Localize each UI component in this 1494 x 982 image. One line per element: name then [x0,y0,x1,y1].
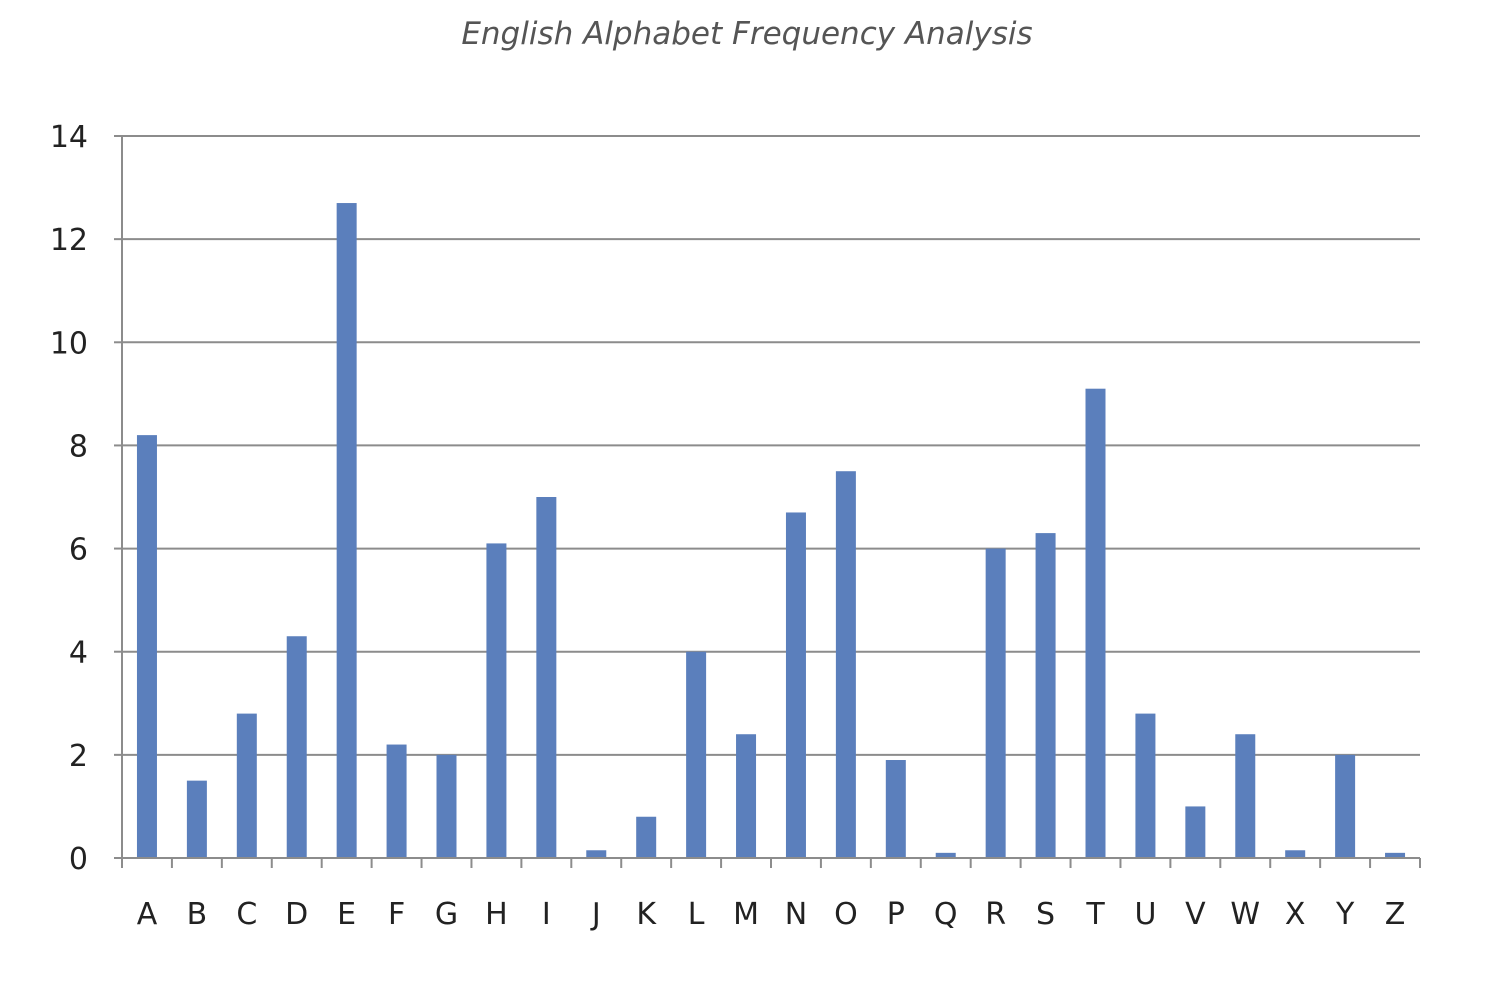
y-tick-label: 6 [69,533,88,568]
x-tick-label: M [733,897,759,932]
bar-G [436,754,457,858]
bar-A [136,435,157,858]
bar-I [536,497,557,858]
bar-J [586,850,607,858]
x-tick-label: S [1036,897,1055,932]
y-tick-label: 10 [50,326,88,361]
x-tick-label: T [1085,897,1105,932]
bar-D [286,636,307,858]
x-tick-label: W [1230,897,1260,932]
x-tick-label: Q [934,897,958,932]
bar-H [486,543,507,858]
x-tick-label: U [1134,897,1156,932]
bar-W [1235,734,1256,858]
bar-O [835,471,856,858]
bar-S [1035,533,1056,858]
x-tick-label: O [834,897,858,932]
chart-title: English Alphabet Frequency Analysis [461,16,1033,52]
x-tick-label: G [435,897,458,932]
x-tick-label: P [887,897,905,932]
bar-X [1285,850,1306,858]
bar-E [336,203,357,859]
x-tick-label: A [137,897,158,932]
tick-labels: 0 2 4 6 8 10 12 14 A B C D E F G H I J K L M N O P Q R S T U V W X Y Z [50,120,1406,932]
y-tick-label: 14 [50,120,88,155]
bar-U [1135,713,1156,858]
x-tick-label: C [236,897,257,932]
y-tick-label: 8 [69,429,88,464]
x-tick-label: K [636,897,657,932]
x-tick-label: F [388,897,405,932]
gridlines [122,135,1420,859]
x-tick-label: I [542,897,551,932]
x-tick-label: Y [1335,897,1355,932]
y-tick-label: 0 [69,842,88,877]
bar-R [985,548,1006,858]
y-tick-label: 2 [69,739,88,774]
x-tick-label: N [785,897,807,932]
x-tick-label: J [590,897,601,932]
x-tick-label: B [187,897,208,932]
bar-L [686,651,707,858]
bar-F [386,744,407,858]
bar-T [1085,388,1106,858]
x-tick-label: V [1185,897,1206,932]
bar-C [236,713,257,858]
x-tick-label: R [985,897,1006,932]
bar-Y [1335,754,1356,858]
x-tick-label: D [285,897,308,932]
bar-P [885,760,906,858]
y-tick-label: 4 [69,636,88,671]
x-tick-label: H [485,897,508,932]
x-tick-label: L [688,897,705,932]
y-tick-label: 12 [50,223,88,258]
bar-Q [935,852,956,858]
bar-V [1185,806,1206,858]
bar-B [186,780,207,858]
bar-N [785,512,806,858]
x-tick-label: E [337,897,356,932]
bars [136,203,1406,859]
x-tick-label: X [1285,897,1306,932]
x-tick-label: Z [1385,897,1406,932]
bar-Z [1385,852,1406,858]
bar-K [636,816,657,858]
axes [114,135,1421,868]
bar-M [736,734,757,858]
